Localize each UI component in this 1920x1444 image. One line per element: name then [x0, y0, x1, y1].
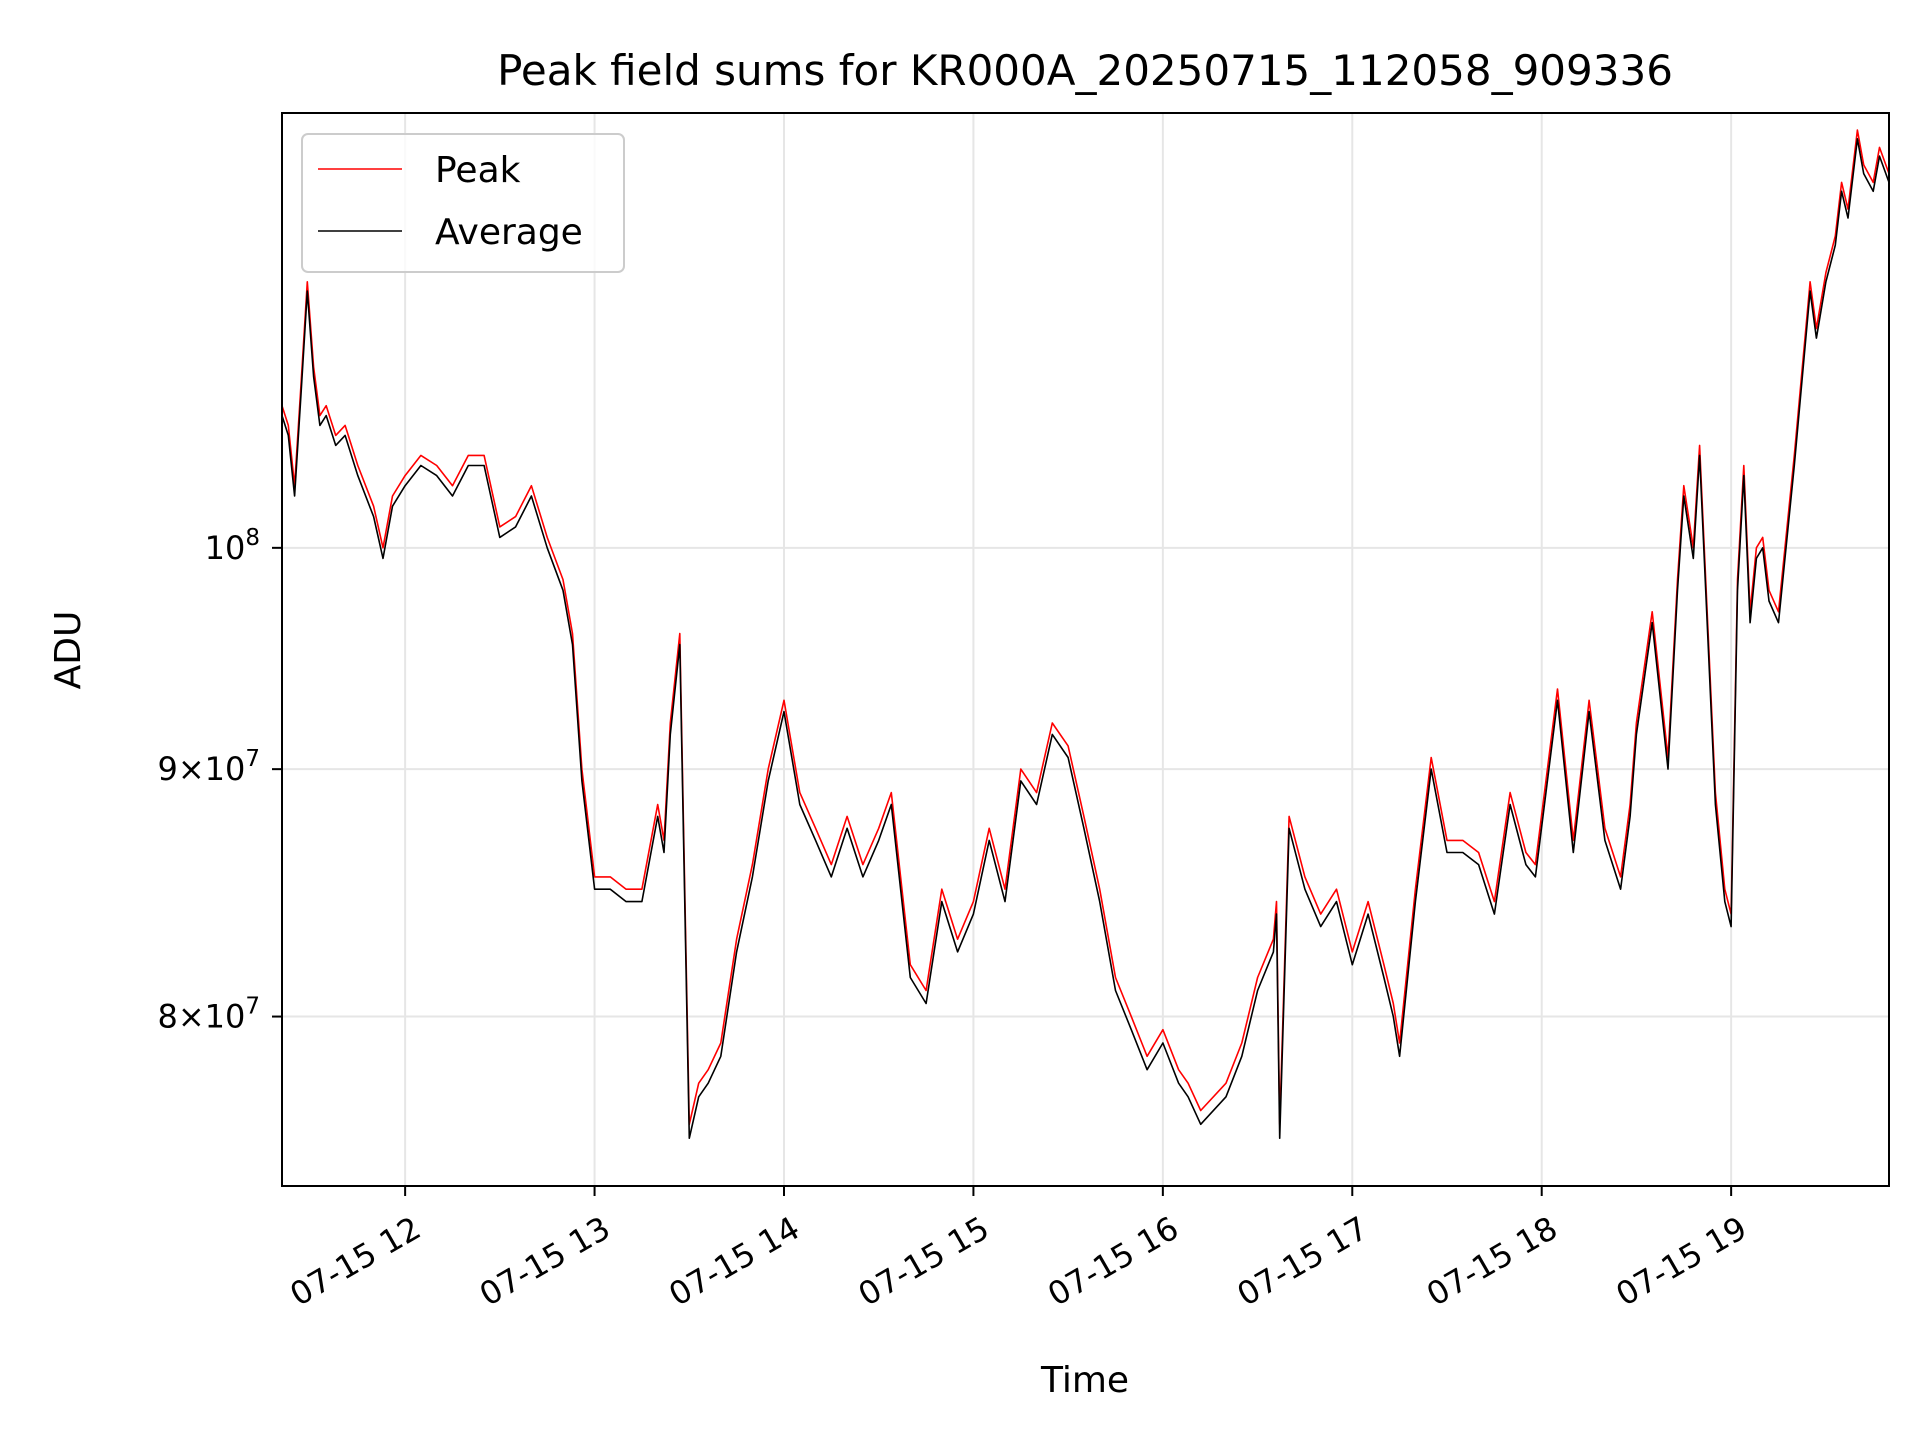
y-tick-label: 108 [205, 525, 260, 567]
y-tick-label: 9×107 [157, 746, 260, 788]
x-axis-label: Time [1040, 1360, 1129, 1401]
series-line-average [281, 138, 1890, 1139]
chart-title: Peak field sums for KR000A_20250715_1120… [497, 46, 1673, 95]
legend-label-peak: Peak [435, 150, 521, 191]
grid-lines [282, 113, 1889, 1186]
plot-area-frame [281, 112, 1890, 1187]
y-tick-label: 8×107 [157, 994, 260, 1036]
y-axis-ticks: 8×107 9×107 108 [157, 525, 282, 1036]
legend-label-average: Average [435, 212, 583, 253]
legend: Peak Average [301, 133, 625, 273]
plot-series [281, 129, 1890, 1139]
y-axis-label: ADU [48, 611, 89, 690]
